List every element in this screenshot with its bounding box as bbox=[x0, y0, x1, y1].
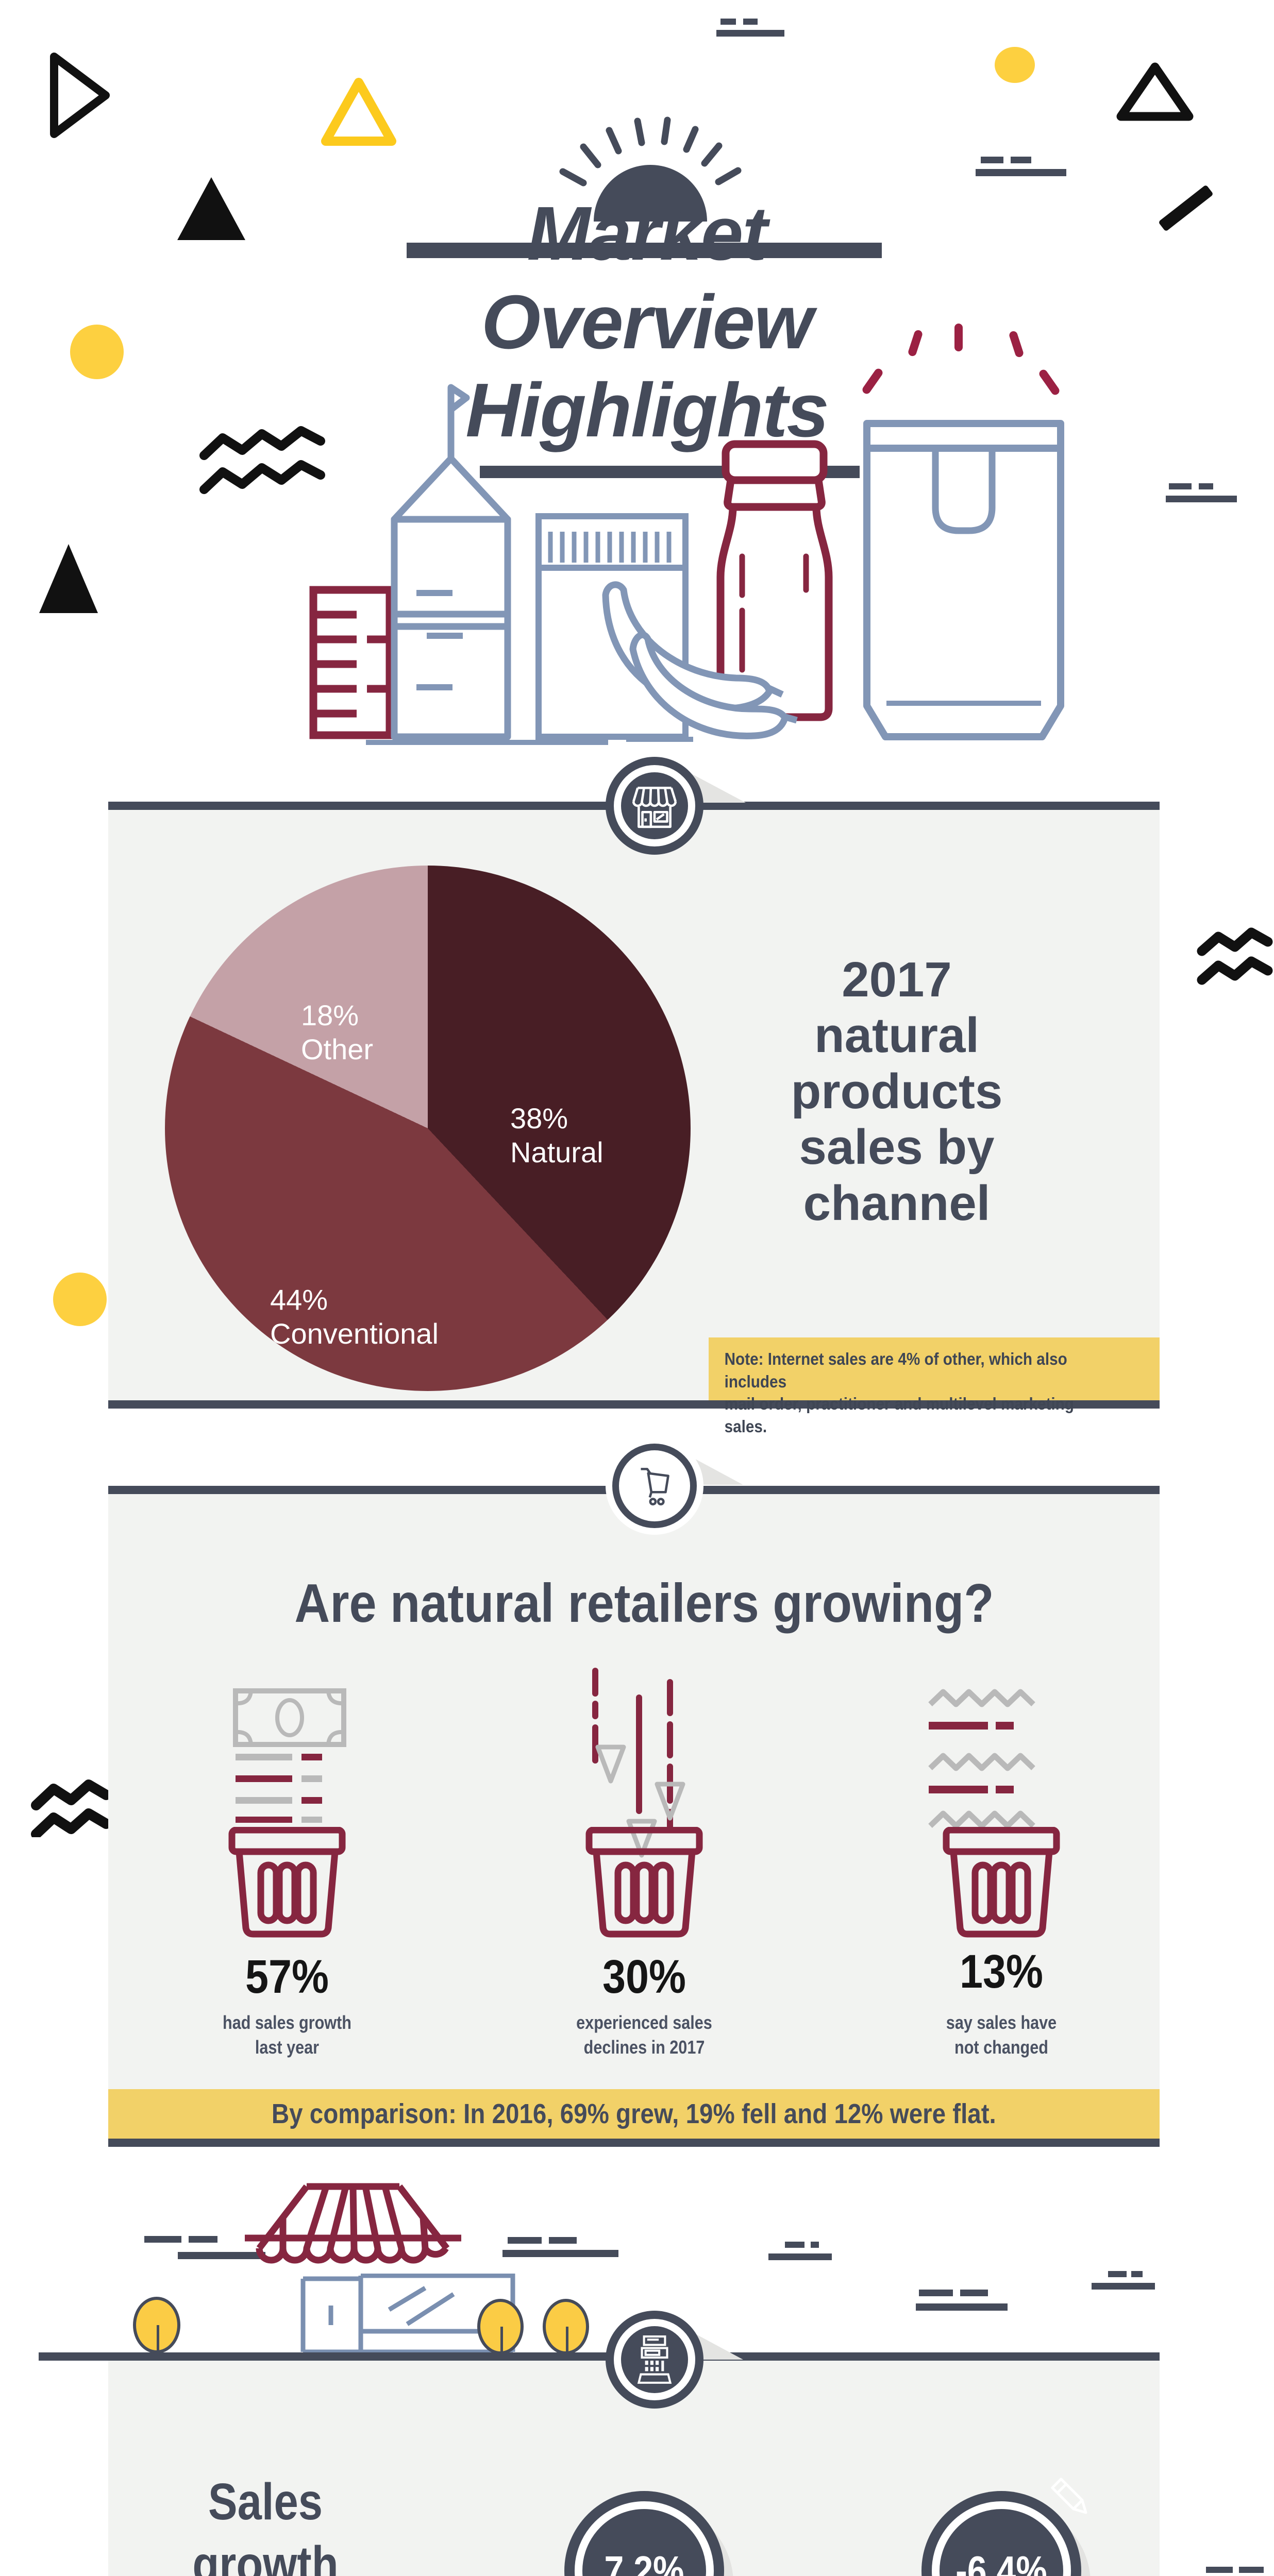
pie-name: Conventional bbox=[270, 1317, 439, 1350]
section-border bbox=[108, 1400, 1160, 1409]
play-triangle-outline-icon bbox=[50, 53, 110, 138]
comparison-banner: By comparison: In 2016, 69% grew, 19% fe… bbox=[108, 2089, 1160, 2139]
ground-line bbox=[39, 2352, 1160, 2361]
stat-value: 57% bbox=[245, 1951, 329, 2003]
title-line: Market bbox=[527, 191, 767, 276]
title-line: Overview bbox=[481, 279, 813, 365]
awning-icon bbox=[245, 2183, 461, 2264]
yellow-circle-icon bbox=[995, 47, 1035, 83]
pie-label-other: 18% Other bbox=[301, 998, 373, 1066]
black-triangle-icon bbox=[39, 544, 98, 613]
register-section-icon bbox=[606, 2311, 703, 2409]
page-title: Market Overview Highlights bbox=[234, 190, 1059, 455]
decline-circle: -6.4% bbox=[921, 2491, 1081, 2576]
stat-value: 13% bbox=[959, 1945, 1044, 1998]
black-squiggle-icon bbox=[31, 1780, 111, 1837]
black-slash-icon bbox=[1158, 184, 1214, 232]
black-triangle-icon bbox=[177, 177, 245, 240]
growing-heading: Are natural retailers growing? bbox=[294, 1573, 994, 1634]
yellow-triangle-outline-icon bbox=[321, 78, 396, 146]
cart-icon bbox=[641, 1468, 669, 1505]
store-section-icon bbox=[606, 757, 703, 855]
yellow-circle-icon bbox=[70, 325, 124, 379]
milk-carton-icon bbox=[391, 384, 511, 740]
pie-value: 18% bbox=[301, 999, 359, 1031]
pie-label-conventional: 44% Conventional bbox=[270, 1283, 439, 1350]
milk-bottle-icon bbox=[716, 440, 833, 721]
basket-icon bbox=[943, 1827, 1060, 1938]
pie-value: 44% bbox=[270, 1283, 328, 1316]
pencil-icon bbox=[1051, 2478, 1087, 2514]
pie-name: Natural bbox=[510, 1136, 604, 1168]
basket-icon bbox=[228, 1827, 346, 1938]
ribbed-box-icon bbox=[309, 586, 394, 739]
title-top-rule bbox=[407, 243, 882, 258]
rays-icon bbox=[862, 324, 1060, 395]
title-line: Highlights bbox=[465, 368, 829, 453]
cart-section-icon bbox=[606, 1437, 703, 1535]
storefront-icon bbox=[632, 787, 677, 828]
flat-zigzag-icon bbox=[928, 1689, 1035, 1829]
pie-note-text: Note: Internet sales are 4% of other, wh… bbox=[724, 1349, 1074, 1436]
decline-value: -6.4% bbox=[955, 2548, 1047, 2576]
black-squiggle-icon bbox=[199, 426, 325, 494]
bananas-icon bbox=[602, 581, 798, 739]
declining-arrows-icon bbox=[592, 1668, 685, 1858]
stat-caption: had sales growth last year bbox=[223, 2012, 351, 2058]
blue-dashes bbox=[366, 590, 693, 745]
growth-heading: Sales growth and decline bbox=[192, 2473, 339, 2576]
chart-title: 2017 natural products sales by channel bbox=[791, 952, 1003, 1231]
black-squiggle-icon bbox=[1197, 927, 1273, 985]
comparison-banner-text: By comparison: In 2016, 69% grew, 19% fe… bbox=[272, 2098, 996, 2129]
basket-icon bbox=[585, 1827, 703, 1938]
yellow-circle-icon bbox=[53, 1273, 107, 1326]
stat-caption: say sales have not changed bbox=[946, 2012, 1057, 2058]
section-border bbox=[108, 2139, 1160, 2147]
growth-value: 7.2% bbox=[604, 2548, 684, 2576]
pie-label-natural: 38% Natural bbox=[510, 1101, 604, 1169]
tree-icon bbox=[543, 2299, 592, 2360]
growth-circle: 7.2% bbox=[564, 2491, 724, 2576]
shopping-bag-icon bbox=[863, 420, 1064, 740]
sun-icon bbox=[559, 116, 742, 222]
stat-caption: experienced sales declines in 2017 bbox=[576, 2012, 712, 2058]
stat-value: 30% bbox=[602, 1951, 686, 2003]
tree-icon bbox=[477, 2299, 527, 2360]
pie-chart bbox=[165, 866, 691, 1391]
grocery-illustration bbox=[309, 324, 1064, 745]
pie-name: Other bbox=[301, 1032, 374, 1065]
black-triangle-outline-icon bbox=[1116, 62, 1194, 121]
money-icon bbox=[233, 1688, 346, 1823]
pie-note-box: Note: Internet sales are 4% of other, wh… bbox=[709, 1337, 1160, 1436]
cash-register-icon bbox=[637, 2335, 672, 2384]
store-window-icon bbox=[300, 2274, 515, 2354]
tree-icon bbox=[133, 2297, 185, 2360]
pie-value: 38% bbox=[510, 1102, 568, 1134]
